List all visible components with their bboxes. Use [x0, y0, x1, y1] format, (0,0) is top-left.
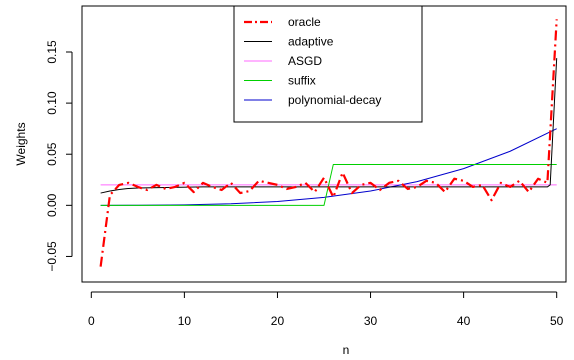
y-tick-label: 0.00: [45, 193, 59, 217]
legend-label-suffix: suffix: [288, 74, 316, 88]
y-axis: −0.05 0.00 0.05 0.10 0.15: [45, 40, 73, 272]
legend-label-asgd: ASGD: [288, 54, 322, 68]
y-axis-title: Weights: [14, 122, 28, 165]
series-line-suffix: [100, 163, 557, 206]
x-tick-label: 30: [364, 314, 378, 328]
legend: oracle adaptive ASGD suffix polynomial-decay: [233, 5, 423, 123]
x-tick-label: 20: [271, 314, 285, 328]
y-tick-label: −0.05: [45, 241, 59, 272]
legend-label-oracle: oracle: [288, 15, 321, 29]
legend-label-polynomial-decay: polynomial-decay: [288, 93, 381, 107]
x-tick-label: 50: [550, 314, 564, 328]
series-line-adaptive: [100, 58, 558, 194]
series-line-oracle: [99, 19, 558, 267]
legend-label-adaptive: adaptive: [288, 35, 334, 49]
x-tick-label: 10: [178, 314, 192, 328]
x-tick-label: 40: [457, 314, 471, 328]
x-axis-title: n: [343, 343, 350, 357]
x-axis: 0 10 20 30 40 50: [88, 291, 564, 328]
y-tick-label: 0.15: [45, 40, 59, 64]
y-tick-label: 0.10: [45, 91, 59, 115]
series-layer: [99, 19, 558, 267]
legend-box: [233, 5, 423, 123]
x-tick-label: 0: [88, 314, 95, 328]
y-tick-label: 0.05: [45, 142, 59, 166]
